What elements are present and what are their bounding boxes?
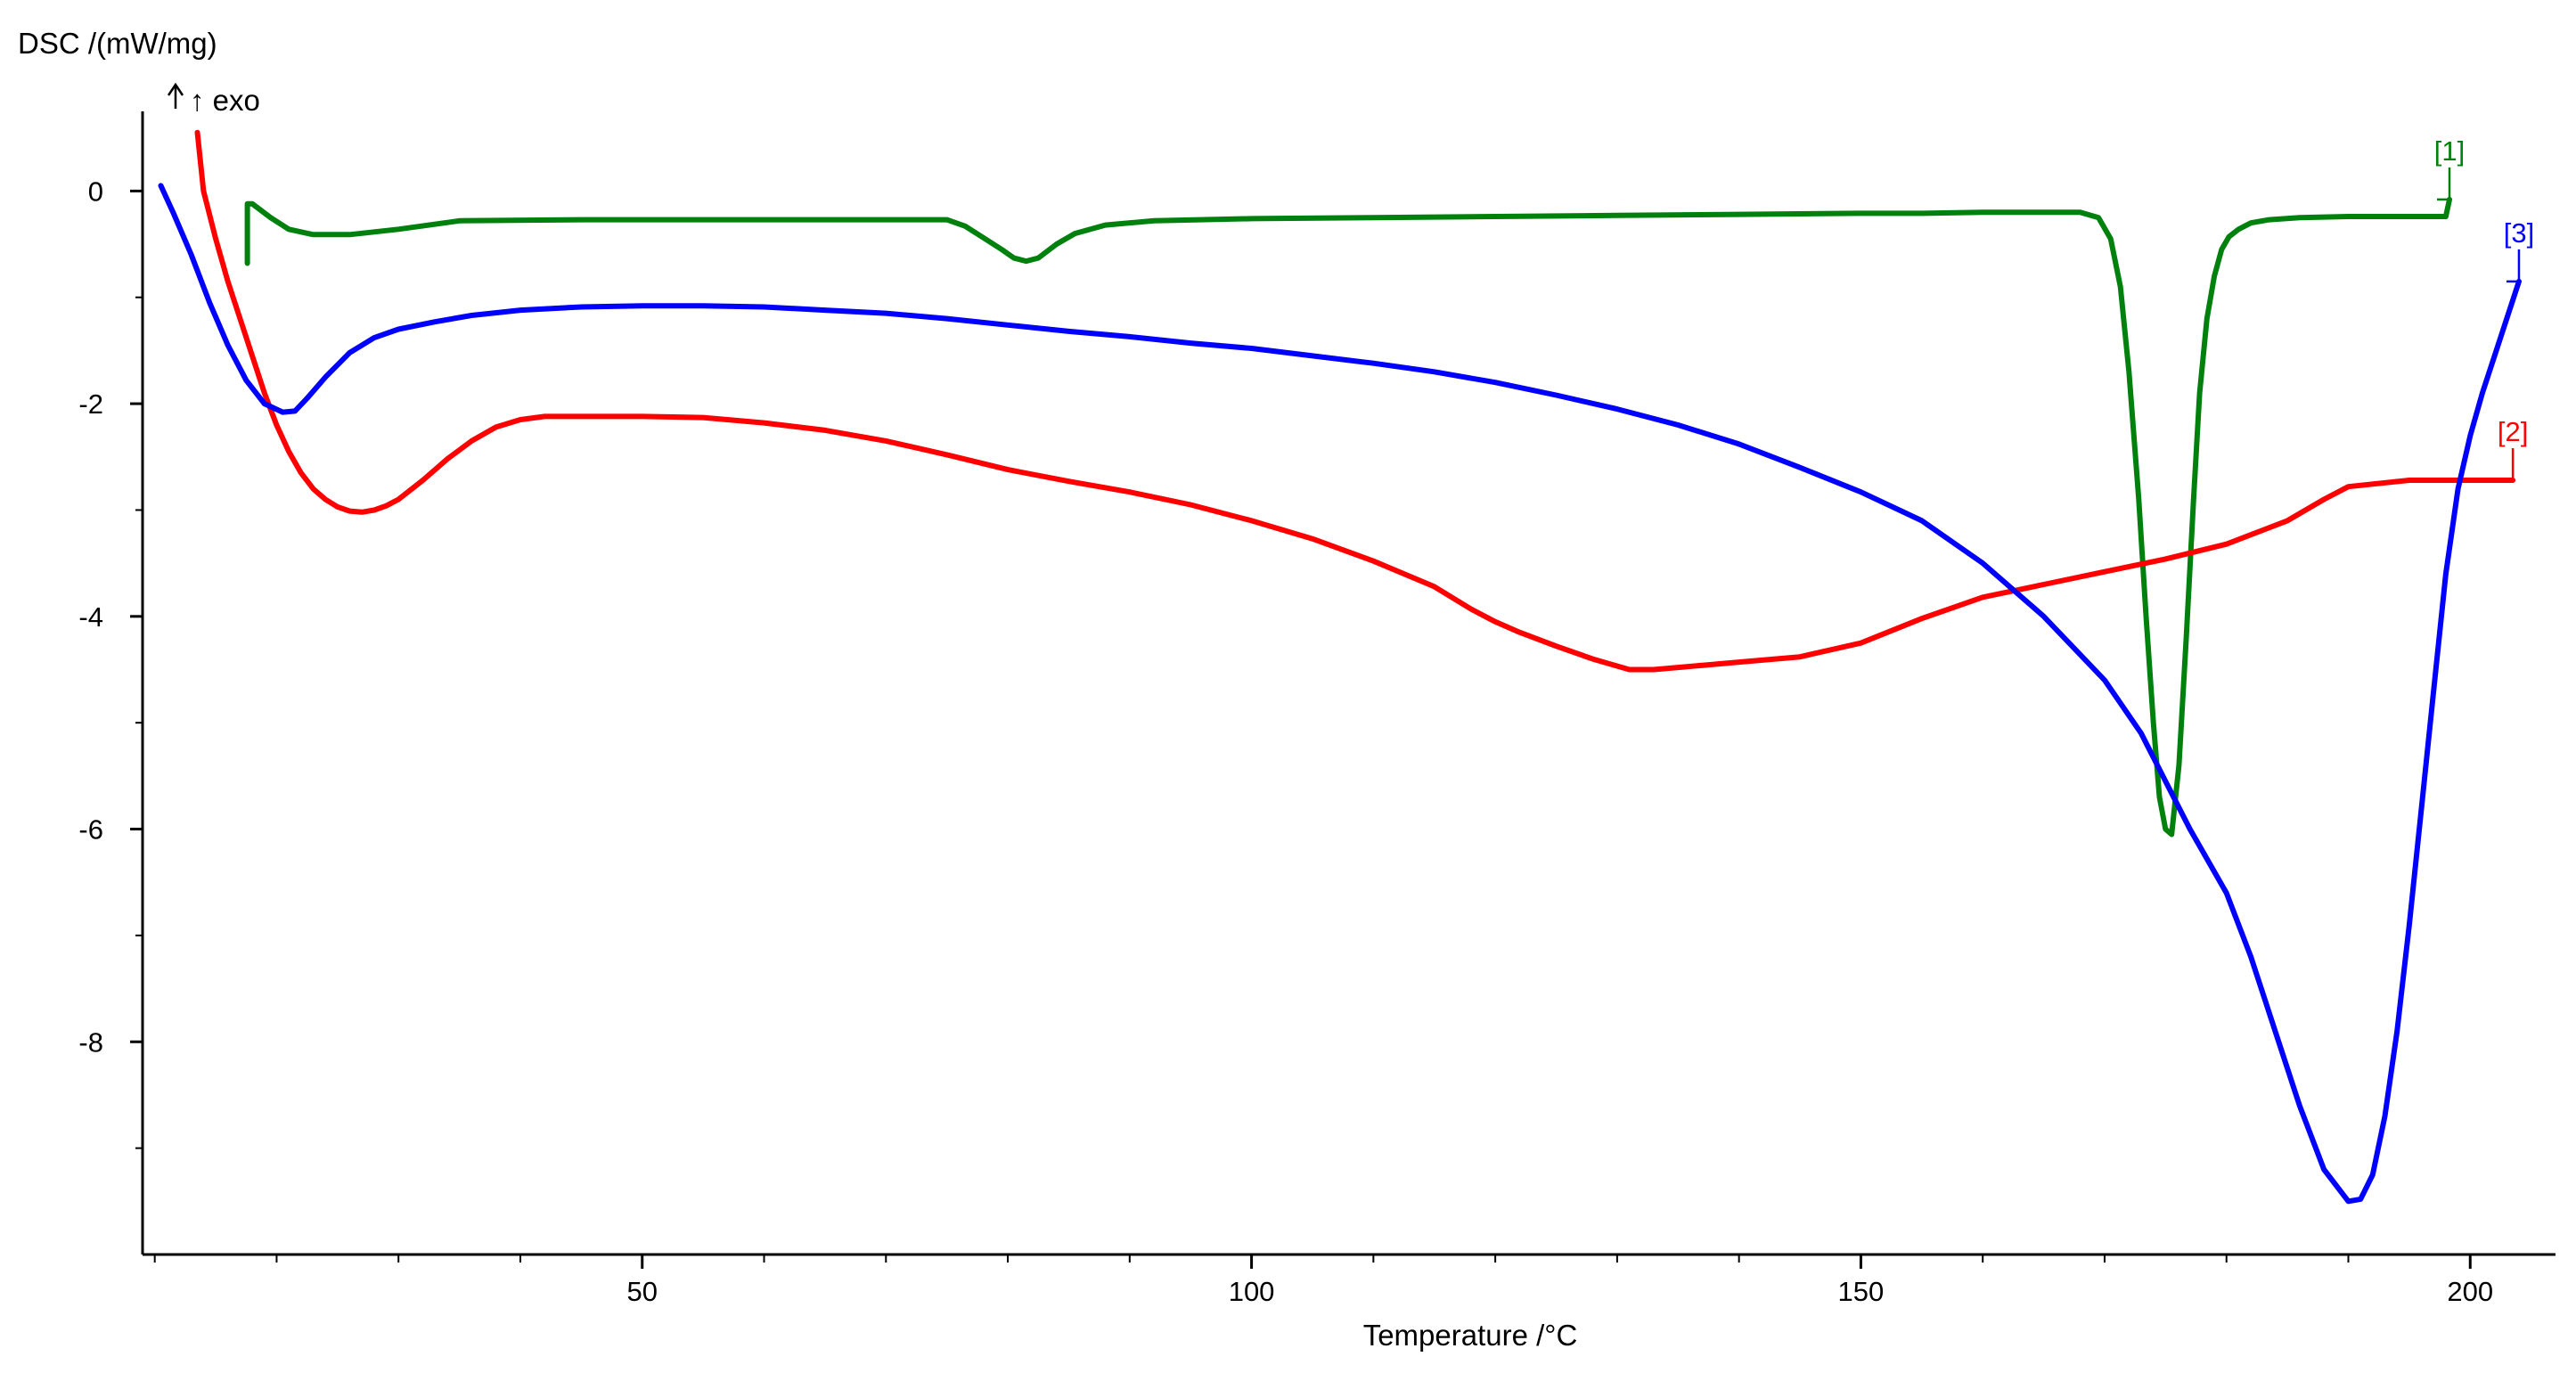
- series-line-1: [244, 196, 2452, 838]
- x-tick-label: 200: [2447, 1276, 2493, 1307]
- series-line-3: [158, 183, 2522, 1205]
- x-axis-title: Temperature /°C: [1363, 1319, 1578, 1352]
- y-tick-label: -2: [78, 388, 103, 420]
- y-tick-label: 0: [88, 176, 103, 207]
- x-tick-label: 100: [1229, 1276, 1275, 1307]
- y-axis-title: DSC /(mW/mg): [18, 27, 217, 60]
- series-layer: [1] [2] [3]: [158, 129, 2534, 1205]
- series-label: [2]: [2498, 416, 2528, 447]
- y-tick-label: -4: [78, 601, 103, 633]
- series-label-leader: [2437, 167, 2451, 201]
- exo-direction-label: ↑ exo: [190, 84, 260, 117]
- series-line-2: [194, 129, 2516, 673]
- x-tick-label: 150: [1838, 1276, 1885, 1307]
- series-label-leader: [2500, 448, 2515, 482]
- series-label: [3]: [2504, 217, 2534, 249]
- y-tick-label: -8: [78, 1026, 103, 1058]
- series-label: [1]: [2434, 135, 2465, 167]
- x-tick-label: 50: [627, 1276, 658, 1307]
- y-tick-label: -6: [78, 814, 103, 846]
- exo-arrow-icon: [167, 82, 184, 96]
- series-label-leader: [2506, 249, 2521, 283]
- axes-layer: 0 -2 -4 -6 -8 50 100 150 200: [78, 82, 2556, 1307]
